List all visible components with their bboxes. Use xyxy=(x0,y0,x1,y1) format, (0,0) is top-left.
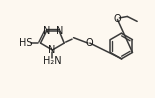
Text: HS: HS xyxy=(19,38,33,48)
Text: H₂N: H₂N xyxy=(43,56,62,66)
Text: N: N xyxy=(56,26,63,36)
Text: O: O xyxy=(85,38,93,48)
Text: N: N xyxy=(43,26,50,36)
Text: O: O xyxy=(114,14,121,24)
Text: N: N xyxy=(48,45,55,55)
